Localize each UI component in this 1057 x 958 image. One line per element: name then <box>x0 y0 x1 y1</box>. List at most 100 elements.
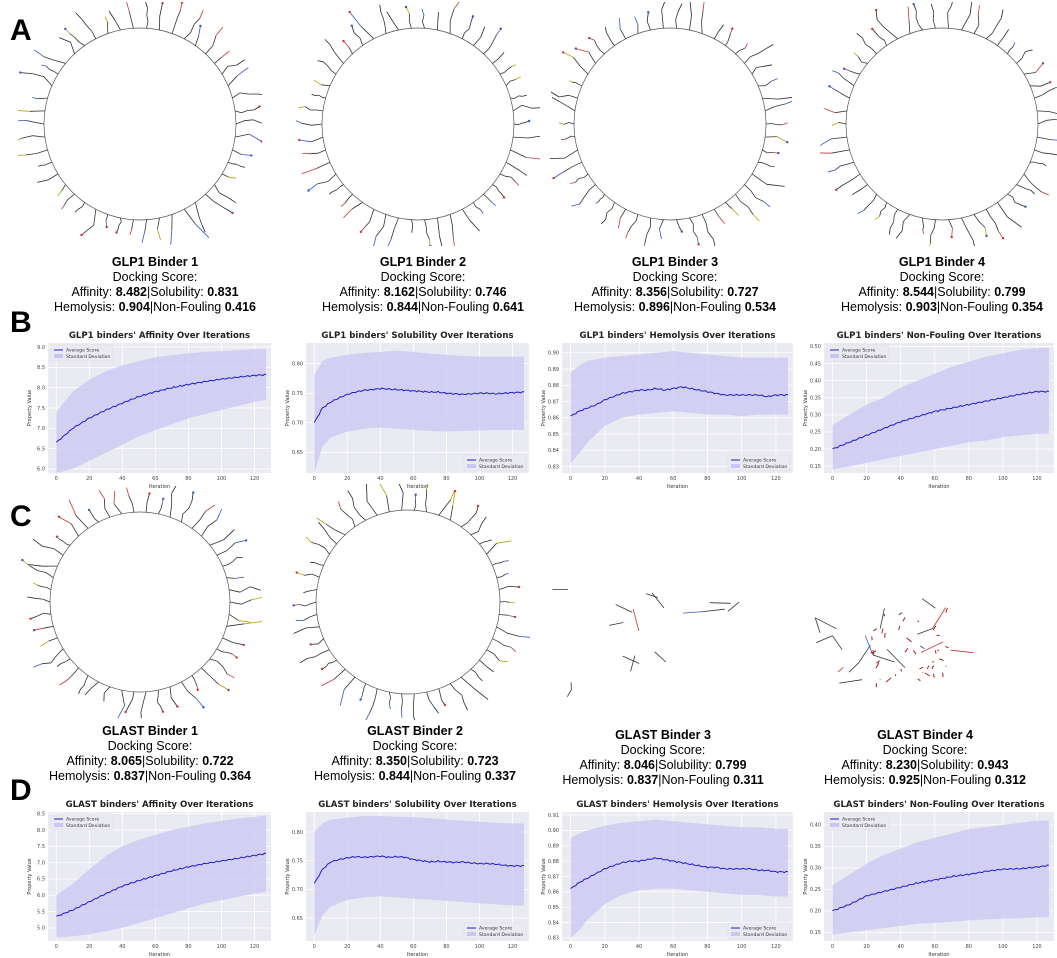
side-chain-bond <box>848 177 855 183</box>
nonfouling-value: 0.534 <box>744 300 776 314</box>
side-chain-bond <box>750 53 759 58</box>
binder-name: GLAST Binder 4 <box>877 728 973 742</box>
bond <box>937 649 940 652</box>
affinity-value: 8.482 <box>115 285 147 299</box>
docking-label: Docking Score: <box>899 270 985 284</box>
docking-label: Docking Score: <box>372 739 458 753</box>
side-chain-bond <box>473 202 477 207</box>
x-tick-label: 100 <box>475 944 485 950</box>
x-tick-label: 0 <box>831 944 834 950</box>
panel-label-c: C <box>10 500 32 533</box>
side-chain-bond <box>1005 29 1010 34</box>
hemolysis-label: Hemolysis: <box>841 300 903 314</box>
side-chain-bond <box>752 214 760 222</box>
side-chain-bond <box>310 152 319 155</box>
side-chain-bond <box>930 3 935 13</box>
side-chain-bond <box>33 663 43 668</box>
side-chain-bond <box>85 675 89 681</box>
side-chain-bond <box>59 37 71 43</box>
y-tick-label: 0.84 <box>548 448 559 454</box>
y-tick-label: 0.80 <box>292 361 303 367</box>
side-chain-bond <box>766 164 771 167</box>
side-chain-bond <box>209 658 218 662</box>
side-chain-bond <box>766 183 785 187</box>
side-chain-bond <box>191 492 194 501</box>
side-chain-bond <box>606 208 613 214</box>
side-chain-bond <box>18 154 26 156</box>
atom <box>476 504 480 508</box>
hemolysis-label: Hemolysis: <box>562 773 624 787</box>
bond <box>651 592 665 609</box>
side-chain-bond <box>125 705 130 713</box>
side-chain-bond <box>618 217 621 229</box>
atom <box>298 138 301 142</box>
atom <box>258 105 261 108</box>
y-tick-label: 0.40 <box>810 823 821 829</box>
side-chain-bond <box>579 65 589 75</box>
side-chain-bond <box>563 122 570 125</box>
atom <box>528 119 531 123</box>
binder-name: GLAST Binder 2 <box>367 724 463 738</box>
y-tick-label: 7.0 <box>37 860 45 866</box>
side-chain-bond <box>42 598 51 603</box>
atom <box>260 140 262 143</box>
side-chain-bond <box>156 701 161 707</box>
peptide-backbone-ring <box>321 27 515 221</box>
side-chain-bond <box>318 149 326 154</box>
side-chain-bond <box>48 161 53 164</box>
side-chain-bond <box>492 184 497 188</box>
solubility-label: Solubility: <box>150 285 204 299</box>
side-chain-bond <box>750 190 756 198</box>
side-chain-bond <box>483 48 490 55</box>
x-tick-label: 80 <box>704 476 710 482</box>
side-chain-bond <box>61 184 66 191</box>
side-chain-bond <box>1042 152 1051 155</box>
x-tick-label: 20 <box>602 476 608 482</box>
atom <box>32 629 36 632</box>
bond <box>709 602 731 604</box>
side-chain-bond <box>505 161 517 169</box>
side-chain-bond <box>181 681 189 692</box>
side-chain-bond <box>117 225 120 229</box>
solubility-label: Solubility: <box>658 758 712 772</box>
side-chain-bond <box>323 61 328 67</box>
legend-label: Standard Deviation <box>842 354 886 360</box>
bond <box>682 611 703 614</box>
side-chain-bond <box>375 688 378 698</box>
hemolysis-value: 0.844 <box>378 769 410 783</box>
bond <box>702 608 725 612</box>
side-chain-bond <box>32 73 45 78</box>
side-chain-bond <box>567 135 572 139</box>
y-tick-label: 0.70 <box>292 887 303 893</box>
side-chain-bond <box>311 123 323 126</box>
side-chain-bond <box>201 667 211 677</box>
side-chain-bond <box>195 35 200 46</box>
x-tick-label: 120 <box>771 944 781 950</box>
atom <box>1049 81 1052 84</box>
side-chain-bond <box>364 221 370 228</box>
side-chain-bond <box>392 20 399 31</box>
atom <box>231 211 234 215</box>
y-axis-label: Property Value <box>27 390 33 426</box>
side-chain-bond <box>238 620 251 623</box>
x-tick-label: 0 <box>831 476 834 482</box>
side-chain-bond <box>174 17 178 26</box>
side-chain-bond <box>235 576 244 579</box>
side-chain-bond <box>325 523 336 531</box>
solubility-value: 0.722 <box>202 754 234 768</box>
glast-binder-3-structure <box>552 589 740 697</box>
bond <box>875 662 880 669</box>
side-chain-bond <box>493 653 500 661</box>
separator: | <box>667 285 671 299</box>
side-chain-bond <box>480 26 486 38</box>
side-chain-bond <box>308 183 318 191</box>
atom <box>453 489 457 493</box>
y-tick-label: 7.0 <box>37 426 45 432</box>
side-chain-bond <box>514 181 520 186</box>
side-chain-bond <box>1001 9 1004 19</box>
atom <box>985 234 988 238</box>
bond <box>876 660 880 664</box>
atom <box>874 8 878 12</box>
side-chain-bond <box>499 601 505 603</box>
affinity-value: 8.544 <box>902 285 934 299</box>
